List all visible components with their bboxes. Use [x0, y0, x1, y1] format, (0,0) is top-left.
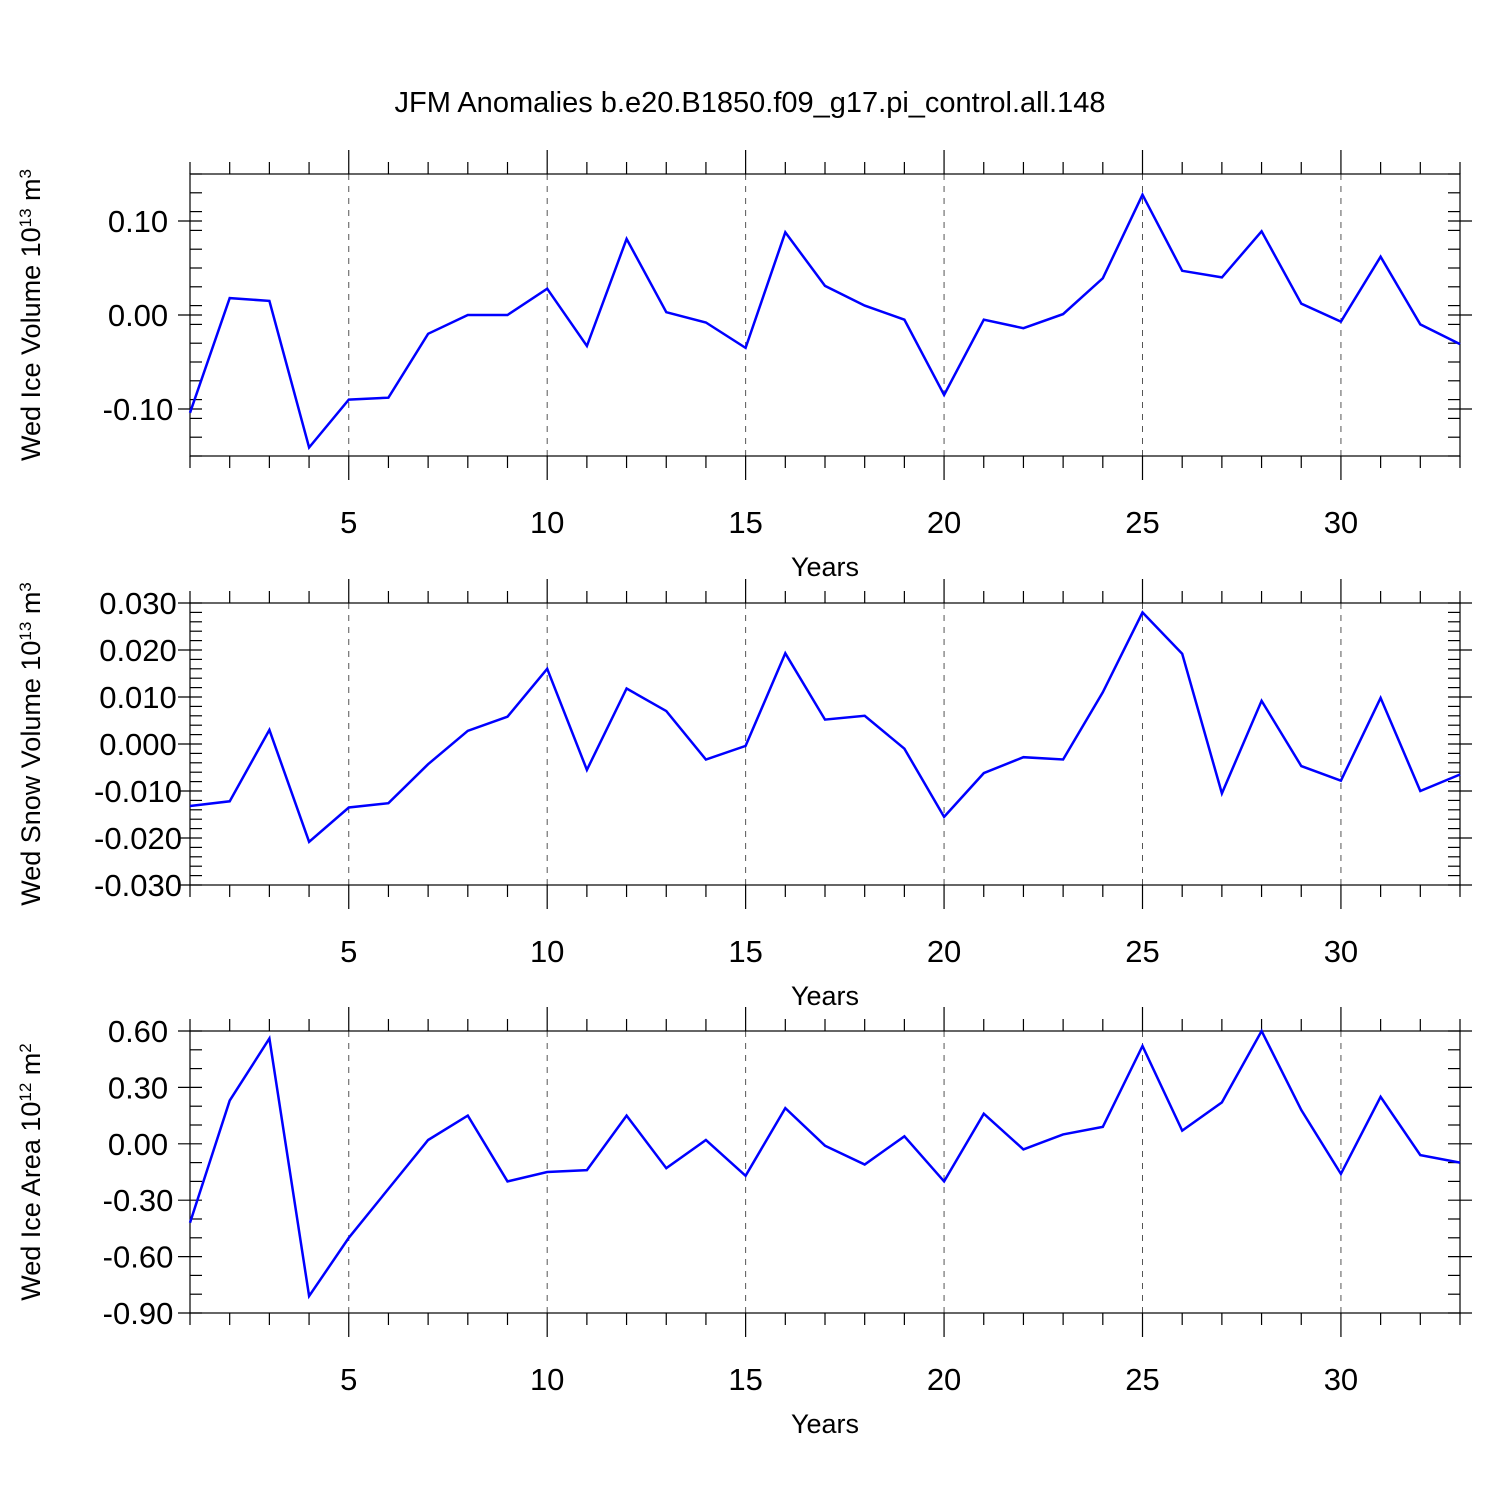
series-line — [188, 191, 1461, 451]
y-tick-label: 0.10 — [108, 204, 168, 239]
x-tick-label: 30 — [1324, 1362, 1358, 1397]
y-axis-label-text: Wed Ice Volume 10 — [16, 227, 46, 461]
panel-2: -0.030 -0.020 -0.010 0.000 0.010 0.020 0.030 5 1… — [16, 579, 1472, 1011]
x-axis-label: Years — [791, 981, 859, 1011]
y-axis-label-text: Wed Ice Area 10 — [16, 1102, 46, 1301]
y-tick-label: 0.030 — [99, 586, 177, 621]
y-tick-label: -0.30 — [103, 1183, 174, 1218]
panel-1: -0.10 0.00 0.10 5 10 15 20 25 30 Years Wed Ice Vol… — [16, 150, 1472, 582]
chart-title: JFM Anomalies b.e20.B1850.f09_g17.pi_con… — [395, 87, 1106, 119]
y-axis-label-exponent: 13 — [16, 208, 35, 227]
y-tick-label: -0.020 — [94, 821, 182, 856]
x-tick-label: 20 — [927, 1362, 961, 1397]
y-tick-label: 0.00 — [108, 298, 168, 333]
y-axis-label-text: m — [16, 592, 46, 622]
y-tick-label: -0.60 — [103, 1240, 174, 1275]
y-axis-label-exponent: 13 — [16, 622, 35, 641]
x-axis-label: Years — [791, 1409, 859, 1439]
series-line — [188, 1028, 1461, 1300]
plot-frame — [189, 173, 1461, 457]
series-line — [189, 610, 1461, 844]
y-tick-label: -0.030 — [94, 868, 182, 903]
y-axis-label: Wed Ice Volume 1013 m3 — [16, 169, 46, 461]
y-axis-label: Wed Ice Area 1012 m2 — [16, 1043, 46, 1301]
panel-3: -0.90 -0.60 -0.30 0.00 0.30 0.60 5 10 15 20 25 30 Ye… — [16, 1007, 1472, 1439]
x-tick-label: 5 — [340, 505, 357, 540]
x-tick-label: 25 — [1125, 505, 1159, 540]
x-tick-label: 5 — [340, 934, 357, 969]
y-axis-label-exponent: 3 — [16, 582, 35, 591]
y-tick-label: 0.010 — [99, 680, 177, 715]
x-tick-label: 10 — [530, 934, 564, 969]
y-axis-label-text: m — [16, 1053, 46, 1083]
y-tick-label: 0.020 — [99, 633, 177, 668]
y-tick-label: -0.90 — [103, 1296, 174, 1331]
y-tick-label: 0.000 — [99, 727, 177, 762]
plot-frame — [189, 1030, 1461, 1314]
y-axis-label-text: m — [16, 178, 46, 208]
x-tick-label: 15 — [728, 505, 762, 540]
y-tick-label: 0.30 — [108, 1070, 168, 1105]
x-tick-label: 20 — [927, 934, 961, 969]
y-axis-label-text: Wed Snow Volume 10 — [16, 641, 46, 906]
plot-frame — [189, 602, 1461, 886]
y-tick-label: 0.60 — [108, 1014, 168, 1049]
y-tick-label: 0.00 — [108, 1127, 168, 1162]
y-tick-label: -0.10 — [103, 392, 174, 427]
x-tick-label: 30 — [1324, 505, 1358, 540]
x-axis-label: Years — [791, 552, 859, 582]
x-tick-label: 10 — [530, 505, 564, 540]
y-axis-label-exponent: 12 — [16, 1083, 35, 1102]
x-tick-label: 15 — [728, 1362, 762, 1397]
x-tick-label: 20 — [927, 505, 961, 540]
x-tick-label: 15 — [728, 934, 762, 969]
x-tick-label: 5 — [340, 1362, 357, 1397]
x-tick-label: 25 — [1125, 934, 1159, 969]
y-axis-label: Wed Snow Volume 1013 m3 — [16, 582, 46, 906]
y-tick-label: -0.010 — [94, 774, 182, 809]
y-axis-label-exponent: 2 — [16, 1043, 35, 1052]
x-tick-label: 10 — [530, 1362, 564, 1397]
x-tick-label: 25 — [1125, 1362, 1159, 1397]
y-axis-label-exponent: 3 — [16, 169, 35, 178]
x-tick-label: 30 — [1324, 934, 1358, 969]
